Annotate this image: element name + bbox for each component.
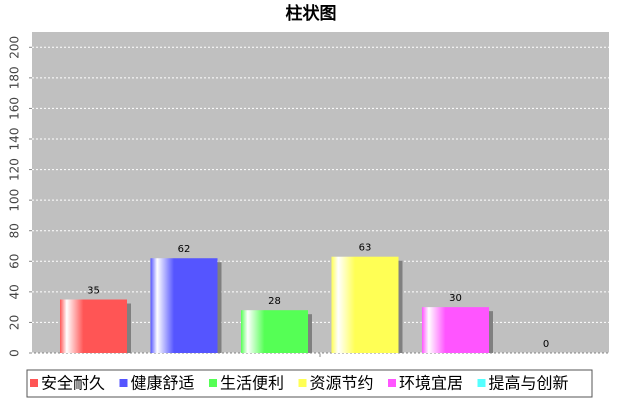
- legend-label: 生活便利: [220, 374, 284, 393]
- bar: [241, 310, 308, 353]
- legend-swatch: [119, 379, 128, 387]
- y-tick-label: 160: [8, 97, 22, 120]
- y-tick-label: 80: [8, 223, 22, 238]
- chart-title: 柱状图: [286, 3, 337, 24]
- y-tick-label: 0: [8, 349, 22, 357]
- bar: [331, 256, 399, 353]
- legend-label: 提高与创新: [489, 374, 569, 393]
- legend-label: 环境宜居: [399, 374, 463, 393]
- value-label: 30: [449, 293, 462, 304]
- legend-swatch: [209, 379, 217, 387]
- value-label: 28: [268, 296, 281, 307]
- y-tick-label: 40: [8, 284, 22, 299]
- y-tick-label: 140: [8, 128, 22, 151]
- y-tick-label: 120: [8, 158, 22, 181]
- legend-swatch: [30, 379, 38, 387]
- legend-swatch: [298, 379, 307, 387]
- legend-swatch: [388, 379, 396, 387]
- bar: [150, 258, 218, 353]
- legend-label: 资源节约: [310, 374, 374, 393]
- legend-label: 安全耐久: [41, 374, 105, 393]
- legend-swatch: [477, 379, 486, 387]
- y-tick-label: 20: [8, 315, 22, 330]
- bar: [60, 299, 127, 353]
- y-tick-label: 200: [8, 36, 22, 59]
- y-tick-label: 60: [8, 254, 22, 269]
- value-label: 0: [543, 339, 549, 350]
- value-label: 63: [359, 243, 372, 254]
- value-label: 62: [178, 244, 191, 255]
- y-tick-label: 180: [8, 66, 22, 89]
- bar: [422, 307, 489, 353]
- value-label: 35: [87, 286, 100, 297]
- y-tick-label: 100: [8, 189, 22, 212]
- legend-label: 健康舒适: [131, 374, 195, 393]
- plot-background: [32, 32, 609, 353]
